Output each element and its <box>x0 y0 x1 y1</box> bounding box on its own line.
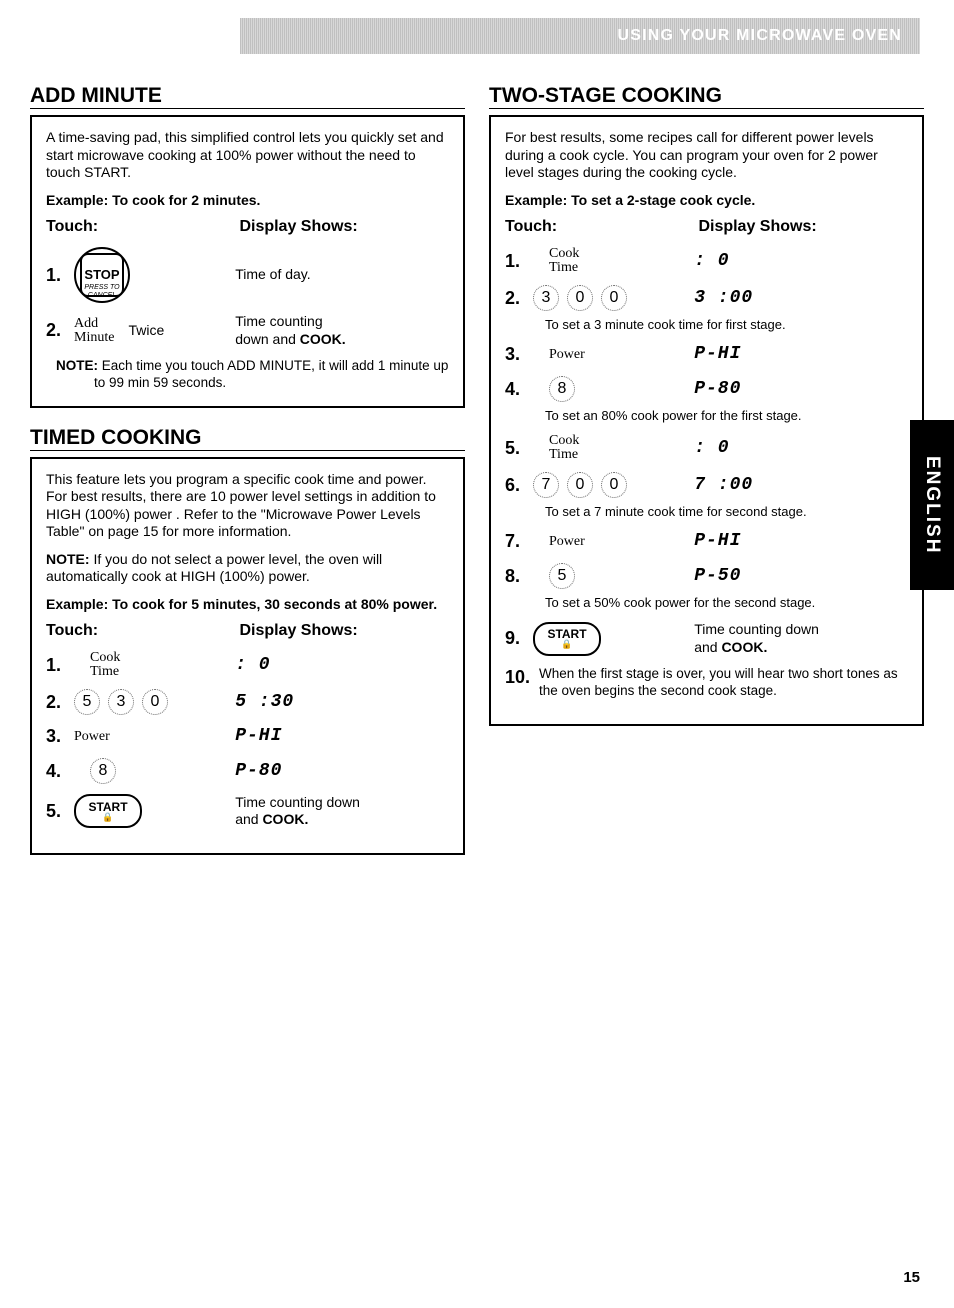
step-num: 1. <box>505 250 533 273</box>
timed-box: This feature lets you program a specific… <box>30 457 465 855</box>
step-10-text: When the first stage is over, you will h… <box>539 666 908 700</box>
step-num: 8. <box>505 565 533 588</box>
twice-label: Twice <box>128 322 164 340</box>
seg-display: P-HI <box>235 726 282 746</box>
digit-7-icon: 7 <box>533 472 559 498</box>
touch-header: Touch: <box>46 621 239 641</box>
two-stage-box: For best results, some recipes call for … <box>489 115 924 726</box>
digit-0-icon: 0 <box>567 472 593 498</box>
digit-0-icon: 0 <box>601 285 627 311</box>
step-num: 1. <box>46 654 74 677</box>
digit-0-icon: 0 <box>567 285 593 311</box>
power-label: Power <box>74 728 110 746</box>
display-header: Display Shows: <box>239 621 449 641</box>
step-num: 10. <box>505 666 539 689</box>
seg-display: : 0 <box>694 251 729 271</box>
step-subtext: To set an 80% cook power for the first s… <box>545 408 908 424</box>
step-num: 2. <box>505 287 533 310</box>
step-num: 3. <box>46 725 74 748</box>
step-num: 4. <box>46 760 74 783</box>
step-num: 2. <box>46 319 74 342</box>
seg-display: 3 :00 <box>694 288 753 308</box>
display-time-of-day: Time of day. <box>235 266 449 284</box>
timed-example: Example: To cook for 5 minutes, 30 secon… <box>46 596 449 614</box>
digit-8-icon: 8 <box>549 376 575 402</box>
step-num: 5. <box>505 437 533 460</box>
display-header: Display Shows: <box>239 217 449 237</box>
seg-display: P-HI <box>694 531 741 551</box>
step-num: 5. <box>46 800 74 823</box>
step-subtext: To set a 7 minute cook time for second s… <box>545 504 908 520</box>
step-num: 2. <box>46 691 74 714</box>
seg-display: 5 :30 <box>235 692 294 712</box>
add-minute-box: A time-saving pad, this simplified contr… <box>30 115 465 408</box>
cook-time-label: CookTime <box>90 651 120 679</box>
step-num: 1. <box>46 264 74 287</box>
seg-display: P-80 <box>235 761 282 781</box>
display-header: Display Shows: <box>698 217 908 237</box>
step-subtext: To set a 3 minute cook time for first st… <box>545 317 908 333</box>
add-minute-note: NOTE: Each time you touch ADD MINUTE, it… <box>56 358 449 392</box>
display-countdown: Time counting down and COOK. <box>694 621 908 656</box>
timed-title: TIMED COOKING <box>30 426 465 451</box>
add-minute-example: Example: To cook for 2 minutes. <box>46 192 449 210</box>
two-stage-intro: For best results, some recipes call for … <box>505 129 908 182</box>
step-num: 6. <box>505 474 533 497</box>
add-minute-label: AddMinute <box>74 317 114 345</box>
timed-note: NOTE: If you do not select a power level… <box>46 551 449 586</box>
touch-header: Touch: <box>505 217 698 237</box>
digit-3-icon: 3 <box>108 689 134 715</box>
language-tab: ENGLISH <box>910 420 954 590</box>
start-button-icon: START🔒 <box>74 794 142 828</box>
power-label: Power <box>549 533 585 551</box>
display-countdown: Time counting down and COOK. <box>235 794 449 829</box>
step-subtext: To set a 50% cook power for the second s… <box>545 595 908 611</box>
digit-0-icon: 0 <box>601 472 627 498</box>
seg-display: : 0 <box>235 655 270 675</box>
seg-display: P-HI <box>694 344 741 364</box>
display-countdown: Time counting down and COOK. <box>235 313 449 348</box>
add-minute-title: ADD MINUTE <box>30 84 465 109</box>
add-minute-intro: A time-saving pad, this simplified contr… <box>46 129 449 182</box>
two-stage-title: TWO-STAGE COOKING <box>489 84 924 109</box>
stop-button-icon: STOP PRESS TO CANCEL <box>74 247 130 303</box>
header-bar: USING YOUR MICROWAVE OVEN <box>240 18 920 54</box>
power-label: Power <box>549 346 585 364</box>
two-stage-example: Example: To set a 2-stage cook cycle. <box>505 192 908 210</box>
timed-intro: This feature lets you program a specific… <box>46 471 449 541</box>
digit-0-icon: 0 <box>142 689 168 715</box>
page-number: 15 <box>903 1269 920 1286</box>
step-num: 4. <box>505 378 533 401</box>
step-num: 3. <box>505 343 533 366</box>
seg-display: 7 :00 <box>694 475 753 495</box>
seg-display: P-80 <box>694 379 741 399</box>
digit-5-icon: 5 <box>74 689 100 715</box>
seg-display: : 0 <box>694 438 729 458</box>
touch-header: Touch: <box>46 217 239 237</box>
step-num: 9. <box>505 627 533 650</box>
start-button-icon: START🔒 <box>533 622 601 656</box>
digit-5-icon: 5 <box>549 563 575 589</box>
digit-8-icon: 8 <box>90 758 116 784</box>
seg-display: P-50 <box>694 566 741 586</box>
digit-3-icon: 3 <box>533 285 559 311</box>
step-num: 7. <box>505 530 533 553</box>
cook-time-label: CookTime <box>549 247 579 275</box>
cook-time-label: CookTime <box>549 434 579 462</box>
